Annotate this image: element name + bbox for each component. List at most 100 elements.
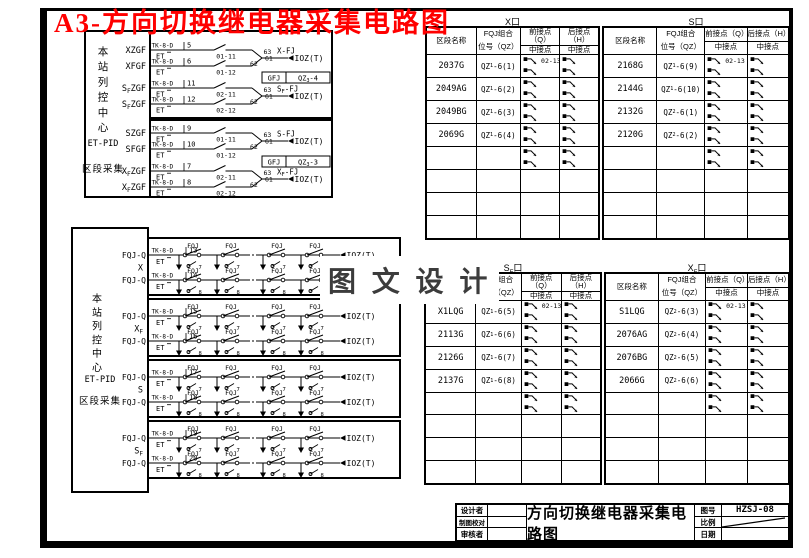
signal-label: FQJ-Q: [122, 373, 146, 382]
terminal-label: TK-8-D: [152, 43, 174, 50]
rear-contact-cell: [562, 415, 600, 437]
table-row-empty: [427, 170, 598, 193]
contact-cell-line: [748, 347, 788, 358]
contact-cell-line: [748, 335, 788, 346]
wire: [188, 286, 197, 292]
wire: [268, 370, 286, 378]
section-name: 2144G: [604, 78, 658, 100]
et-label: ET: [156, 174, 165, 182]
section-name: [427, 193, 477, 215]
table-row: 2126G QZ 1 -6(7): [426, 346, 600, 370]
contact-symbol: [750, 102, 763, 110]
arrowhead-down: [260, 411, 266, 417]
arrowhead-down: [176, 411, 182, 417]
fqj-label: FQJ: [271, 389, 283, 397]
wire: [310, 383, 319, 389]
section-name: [606, 415, 659, 438]
wire: [272, 347, 281, 353]
output-label: IOZ(T): [347, 434, 376, 443]
contact-pin-label: 02-13: [725, 56, 745, 65]
contact-symbol: [562, 56, 576, 64]
position-code: [477, 147, 522, 169]
table-row: S1LQG QZ 2 -6(3) 02-13: [606, 301, 788, 324]
contact-symbol: [523, 159, 537, 167]
contact-symbol: [708, 405, 722, 413]
col-header: 后接点（H） 中接点: [747, 274, 788, 298]
contact-cell-line: [705, 147, 746, 158]
contact-symbol: [564, 405, 578, 413]
table-row-empty: [604, 216, 788, 238]
contact-cell-line: [562, 393, 600, 404]
terminal-label: TK-8-D: [152, 81, 174, 88]
signoff-label: 设计者: [457, 505, 488, 517]
signal-label: SZGF: [126, 129, 146, 139]
wire: [184, 431, 202, 439]
contact-symbol: [750, 136, 763, 144]
wire: [251, 170, 263, 180]
position-code: [657, 193, 706, 215]
position-code: [659, 415, 707, 438]
contact-cell-line: [748, 312, 788, 323]
front-contact-cell: [521, 147, 561, 169]
contact-symbol: [562, 159, 576, 167]
section-name: 2066G: [606, 369, 659, 392]
wire: [272, 408, 281, 414]
wire: [310, 322, 319, 328]
branch-pin-label: 8: [283, 473, 286, 479]
fqj-label: FQJ: [309, 364, 321, 372]
output-label: IOZ(T): [347, 312, 376, 321]
contact-cell-line: [562, 347, 600, 358]
contact-symbol: [750, 90, 763, 98]
output-label: IOZ(T): [347, 373, 376, 382]
contact-symbol: [523, 148, 537, 156]
contact-terminal: [318, 374, 324, 380]
position-code: QZ 2 -6(3): [659, 301, 707, 323]
table-row-empty: [427, 216, 598, 238]
contact-cell-line: [521, 112, 559, 123]
front-contact-cell: 02-13: [706, 301, 748, 323]
contact-cell-line: [560, 66, 598, 77]
circuit-box: [147, 420, 401, 479]
rear-contact-cell: [748, 415, 788, 437]
branch-pin-label: 8: [321, 473, 324, 479]
terminal-label: TK-8-D: [152, 59, 174, 66]
direction-label: SF: [134, 447, 143, 458]
wire: [251, 178, 263, 188]
wire: [184, 370, 202, 378]
tag-label: QZ3-4: [298, 75, 318, 85]
pin-label: 16: [189, 333, 197, 341]
station-label-char: 站: [98, 60, 109, 73]
signoff-value: [488, 528, 527, 540]
circuit-box: [147, 298, 401, 357]
table-row: 2113G QZ 1 -6(6): [426, 323, 600, 347]
rear-contact-cell: [562, 370, 600, 392]
sheet-border-frame: [40, 8, 793, 548]
position-code: [657, 170, 706, 192]
contact-cell-line: [560, 112, 598, 123]
contact-pin-label: 02-13: [541, 56, 561, 65]
wire: [222, 395, 240, 403]
station-label-char: 列: [98, 75, 109, 88]
front-contact-cell: [706, 461, 748, 483]
contact-symbol: [523, 113, 537, 121]
contact-symbol: [707, 56, 721, 64]
contact-symbol: [707, 67, 721, 75]
branch-pin-label: 8: [199, 473, 202, 479]
contact-symbol: [750, 79, 763, 87]
station-label-char: 中: [92, 347, 102, 360]
output-label: IOZ(T): [295, 175, 324, 184]
rear-contact-cell: [748, 147, 788, 169]
arrowhead-down: [176, 289, 182, 295]
arrowhead-down: [214, 325, 220, 331]
relay-table: XF口 区段名称 FQJ组合 位号（QZ） 前接点（Q） 中接点 后接点（H） 中接点 S1LQ…: [604, 263, 790, 485]
node-pin-label: 62: [250, 60, 258, 68]
contact-symbol: [750, 382, 764, 390]
contact-cell-line: [748, 89, 788, 100]
wire: [306, 456, 324, 464]
contact-symbol: [564, 371, 578, 379]
station-label-char: 中: [98, 106, 109, 119]
terminal-label: TK-8-D: [152, 142, 174, 149]
branch-pin-label: 8: [199, 290, 202, 296]
